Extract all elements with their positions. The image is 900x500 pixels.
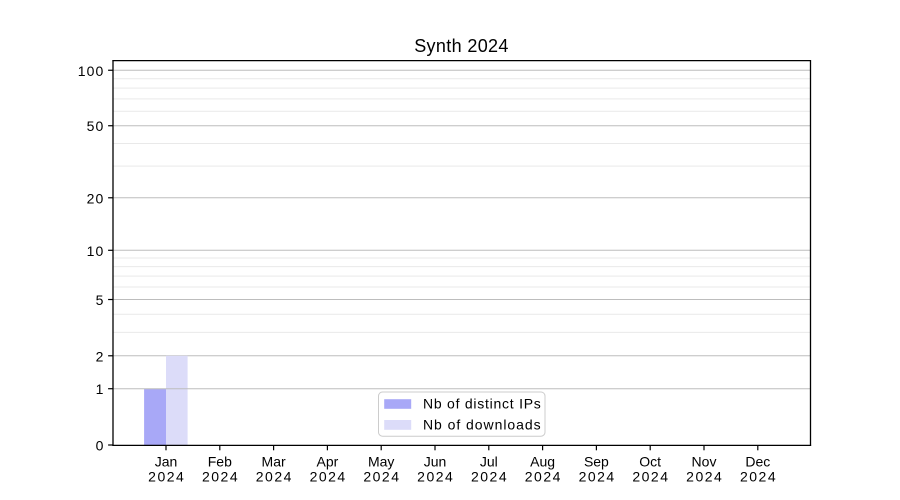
svg-text:1: 1 bbox=[96, 381, 105, 397]
svg-text:2024: 2024 bbox=[525, 469, 562, 485]
svg-text:2024: 2024 bbox=[256, 469, 293, 485]
svg-text:2024: 2024 bbox=[202, 469, 239, 485]
svg-text:2024: 2024 bbox=[310, 469, 347, 485]
svg-text:2: 2 bbox=[96, 348, 105, 364]
svg-text:Nb of downloads: Nb of downloads bbox=[423, 416, 542, 432]
svg-text:Feb: Feb bbox=[208, 454, 232, 470]
svg-text:Sep: Sep bbox=[584, 454, 609, 470]
svg-text:May: May bbox=[368, 454, 394, 470]
svg-text:0: 0 bbox=[96, 438, 105, 454]
svg-text:Apr: Apr bbox=[317, 454, 339, 470]
svg-text:2024: 2024 bbox=[363, 469, 400, 485]
svg-text:Oct: Oct bbox=[639, 454, 661, 470]
svg-text:Aug: Aug bbox=[530, 454, 555, 470]
svg-text:2024: 2024 bbox=[148, 469, 185, 485]
svg-text:5: 5 bbox=[96, 292, 105, 308]
svg-text:2024: 2024 bbox=[579, 469, 616, 485]
svg-text:Mar: Mar bbox=[262, 454, 286, 470]
svg-text:Dec: Dec bbox=[745, 454, 770, 470]
svg-text:2024: 2024 bbox=[740, 469, 777, 485]
svg-text:2024: 2024 bbox=[686, 469, 723, 485]
svg-text:10: 10 bbox=[87, 243, 105, 259]
svg-text:Nb of distinct IPs: Nb of distinct IPs bbox=[423, 396, 542, 412]
svg-text:Jul: Jul bbox=[480, 454, 498, 470]
svg-text:20: 20 bbox=[87, 190, 105, 206]
svg-text:2024: 2024 bbox=[417, 469, 454, 485]
svg-text:2024: 2024 bbox=[471, 469, 508, 485]
svg-text:Nov: Nov bbox=[692, 454, 717, 470]
svg-text:50: 50 bbox=[87, 118, 105, 134]
svg-text:Jun: Jun bbox=[424, 454, 447, 470]
svg-text:Jan: Jan bbox=[155, 454, 178, 470]
svg-text:Synth 2024: Synth 2024 bbox=[414, 36, 509, 56]
svg-text:100: 100 bbox=[78, 63, 105, 79]
svg-text:2024: 2024 bbox=[632, 469, 669, 485]
